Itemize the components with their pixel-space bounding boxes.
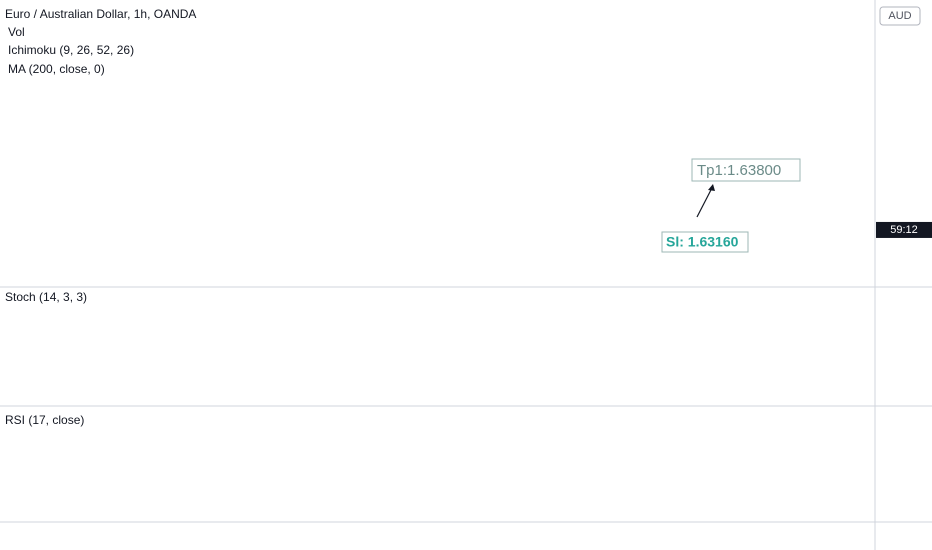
tp-box [691, 158, 801, 182]
currency-label[interactable]: AUD [888, 10, 911, 22]
panel-title: Stoch (14, 3, 3) [5, 290, 87, 304]
countdown-badge [876, 221, 932, 238]
legend-entry: Ichimoku (9, 26, 52, 26) [8, 43, 134, 57]
arrow-head [708, 184, 715, 191]
sl-box [661, 231, 749, 253]
front-layer: Tp1:1.63800 Sl: 1.63160 [661, 158, 801, 253]
panel-title: RSI (17, close) [5, 413, 84, 427]
legend-entry: Vol [8, 25, 25, 39]
arrow [696, 185, 714, 218]
countdown: 59:12 [890, 224, 918, 236]
chart-title: Euro / Australian Dollar, 1h, OANDA [5, 7, 196, 21]
price-axis [875, 0, 932, 550]
tp-label: Tp1:1.63800 [697, 162, 781, 179]
legend-entry: MA (200, close, 0) [8, 62, 105, 76]
sl-label: Sl: 1.63160 [666, 234, 739, 250]
currency-badge[interactable] [879, 6, 921, 26]
